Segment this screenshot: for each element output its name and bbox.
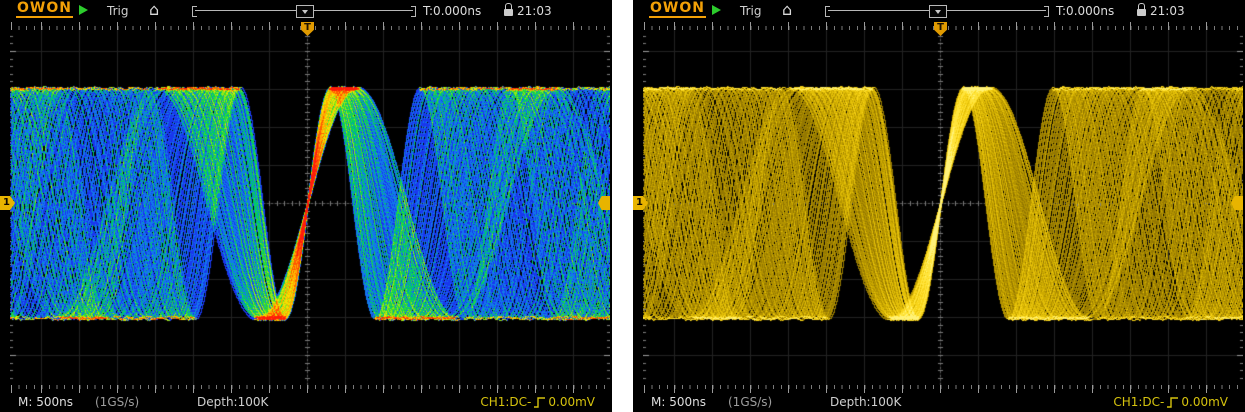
trigger-time-readout: T:0.000ns bbox=[1056, 4, 1115, 18]
down-arrow-icon bbox=[935, 9, 941, 14]
bottom-status-bar: M: 500ns (1GS/s) Depth:100K CH1:DC- 0.00… bbox=[633, 393, 1245, 412]
oscilloscope-mono: OWON Trig ⌂ T:0.000ns 21:03 T 1 M: 500ns… bbox=[633, 0, 1245, 412]
bottom-ruler bbox=[10, 385, 610, 393]
clock-readout: 21:03 bbox=[517, 4, 552, 18]
trigger-status-label: Trig bbox=[740, 4, 762, 18]
sample-rate-readout: (1GS/s) bbox=[95, 395, 140, 409]
top-status-bar: OWON Trig ⌂ T:0.000ns 21:03 bbox=[0, 0, 612, 22]
channel1-level-marker[interactable]: 1 bbox=[633, 196, 648, 210]
rising-edge-icon bbox=[1167, 396, 1179, 408]
trigger-status-label: Trig bbox=[107, 4, 129, 18]
home-icon[interactable]: ⌂ bbox=[149, 0, 160, 19]
timebase-readout[interactable]: M: 500ns bbox=[651, 395, 706, 409]
window-position-marker[interactable] bbox=[929, 5, 947, 18]
horizontal-position-bar[interactable] bbox=[192, 5, 416, 18]
run-state-icon[interactable] bbox=[79, 5, 88, 15]
trigger-level-arrow[interactable] bbox=[598, 196, 610, 210]
channel-readout[interactable]: CH1:DC- 0.00mV bbox=[480, 395, 595, 409]
horizontal-position-bar[interactable] bbox=[825, 5, 1049, 18]
run-state-icon[interactable] bbox=[712, 5, 721, 15]
bottom-ruler bbox=[643, 385, 1243, 393]
memory-depth-readout: Depth:100K bbox=[197, 395, 269, 409]
clock-readout: 21:03 bbox=[1150, 4, 1185, 18]
memory-depth-readout: Depth:100K bbox=[830, 395, 902, 409]
hbar-left-cap bbox=[825, 6, 830, 17]
channel-coupling-label: CH1:DC- bbox=[1113, 395, 1165, 409]
trigger-position-marker[interactable]: T bbox=[934, 22, 947, 36]
owon-logo: OWON bbox=[649, 0, 706, 18]
channel-coupling-label: CH1:DC- bbox=[480, 395, 532, 409]
trigger-position-marker[interactable]: T bbox=[301, 22, 314, 36]
channel-readout[interactable]: CH1:DC- 0.00mV bbox=[1113, 395, 1228, 409]
rising-edge-icon bbox=[534, 396, 546, 408]
bottom-status-bar: M: 500ns (1GS/s) Depth:100K CH1:DC- 0.00… bbox=[0, 393, 612, 412]
home-icon[interactable]: ⌂ bbox=[782, 0, 793, 19]
top-status-bar: OWON Trig ⌂ T:0.000ns 21:03 bbox=[633, 0, 1245, 22]
waveform-display[interactable] bbox=[10, 30, 610, 385]
trigger-level-readout: 0.00mV bbox=[1181, 395, 1228, 409]
timebase-readout[interactable]: M: 500ns bbox=[18, 395, 73, 409]
trigger-time-readout: T:0.000ns bbox=[423, 4, 482, 18]
oscilloscope-color: OWON Trig ⌂ T:0.000ns 21:03 T 1 M: 500ns… bbox=[0, 0, 612, 412]
hbar-right-cap bbox=[1044, 6, 1049, 17]
lock-icon bbox=[504, 3, 513, 16]
sample-rate-readout: (1GS/s) bbox=[728, 395, 773, 409]
owon-logo: OWON bbox=[16, 0, 73, 18]
trigger-level-arrow[interactable] bbox=[1231, 196, 1243, 210]
channel1-level-marker[interactable]: 1 bbox=[0, 196, 15, 210]
hbar-right-cap bbox=[411, 6, 416, 17]
lock-icon bbox=[1137, 3, 1146, 16]
window-position-marker[interactable] bbox=[296, 5, 314, 18]
hbar-left-cap bbox=[192, 6, 197, 17]
down-arrow-icon bbox=[302, 9, 308, 14]
trigger-level-readout: 0.00mV bbox=[548, 395, 595, 409]
waveform-display[interactable] bbox=[643, 30, 1243, 385]
